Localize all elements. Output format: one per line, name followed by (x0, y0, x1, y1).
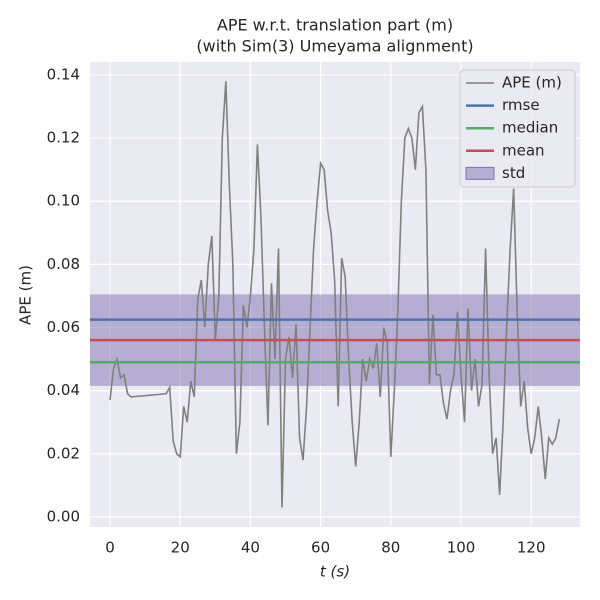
x-tick-label: 80 (381, 539, 400, 557)
y-tick-label: 0.06 (47, 318, 80, 336)
x-axis-label: t (s) (320, 563, 350, 581)
y-tick-label: 0.10 (47, 192, 80, 210)
chart-subtitle: (with Sim(3) Umeyama alignment) (196, 37, 473, 56)
y-tick-label: 0.12 (47, 129, 80, 147)
ape-line (109, 81, 561, 508)
legend-label: rmse (502, 96, 540, 114)
y-tick-label: 0.08 (47, 255, 80, 273)
y-axis-label: APE (m) (17, 265, 35, 325)
y-tick-label: 0.02 (47, 444, 80, 462)
y-tick-label: 0.04 (47, 381, 80, 399)
x-tick-label: 120 (517, 539, 546, 557)
legend-label: mean (502, 141, 545, 159)
x-tick-label: 40 (241, 539, 260, 557)
chart-title: APE w.r.t. translation part (m) (217, 16, 453, 35)
legend-label: std (502, 164, 525, 182)
y-tick-label: 0.00 (47, 507, 80, 525)
x-tick-label: 20 (171, 539, 190, 557)
legend-box (459, 69, 576, 188)
x-tick-label: 0 (105, 539, 115, 557)
legend-label: median (502, 119, 558, 137)
legend-swatch (465, 166, 495, 180)
x-tick-label: 100 (447, 539, 476, 557)
legend-label: APE (m) (502, 74, 562, 92)
y-tick-label: 0.14 (47, 65, 80, 83)
x-tick-label: 60 (311, 539, 330, 557)
